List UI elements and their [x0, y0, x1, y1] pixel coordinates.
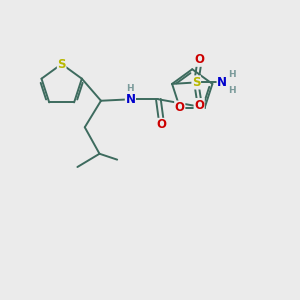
Text: O: O: [194, 53, 204, 66]
Text: H: H: [228, 70, 236, 79]
Text: O: O: [194, 99, 204, 112]
Text: O: O: [175, 101, 185, 114]
Text: N: N: [125, 93, 135, 106]
Text: S: S: [57, 58, 66, 70]
Text: S: S: [192, 76, 200, 89]
Text: O: O: [156, 118, 166, 131]
Text: H: H: [127, 84, 134, 93]
Text: N: N: [217, 76, 227, 89]
Text: H: H: [228, 86, 236, 95]
